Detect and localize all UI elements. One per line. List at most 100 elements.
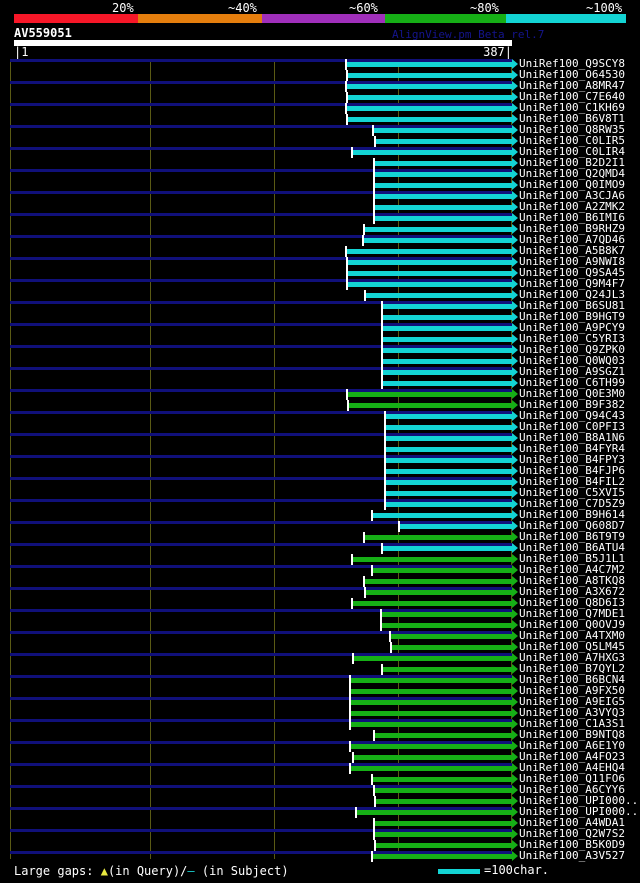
hit-accession-label[interactable]: UniRef100_B6BCN4	[519, 673, 625, 686]
alignment-row[interactable]: UniRef100_B6IMI6	[0, 211, 640, 224]
hit-bar[interactable]	[375, 161, 512, 166]
hit-accession-label[interactable]: UniRef100_B6V8T1	[519, 112, 625, 125]
hit-bar[interactable]	[348, 282, 512, 287]
hit-bar[interactable]	[383, 304, 512, 309]
alignment-row[interactable]: UniRef100_B4FIL2	[0, 476, 640, 488]
hit-accession-label[interactable]: UniRef100_Q0IMO9	[519, 178, 625, 191]
alignment-row[interactable]: UniRef100_Q9ZPK0	[0, 344, 640, 356]
hit-accession-label[interactable]: UniRef100_A4EHQ4	[519, 761, 625, 774]
hit-accession-label[interactable]: UniRef100_O64530	[519, 68, 625, 81]
hit-bar[interactable]	[383, 381, 512, 386]
alignment-row[interactable]: UniRef100_Q0OVJ9	[0, 618, 640, 631]
alignment-row[interactable]: UniRef100_Q94C43	[0, 410, 640, 422]
hit-accession-label[interactable]: UniRef100_B9H614	[519, 508, 625, 521]
hit-accession-label[interactable]: UniRef100_A7QD46	[519, 233, 625, 246]
hit-bar[interactable]	[351, 700, 512, 705]
hit-bar[interactable]	[353, 557, 512, 562]
hit-bar[interactable]	[351, 678, 512, 683]
hit-accession-label[interactable]: UniRef100_B4FPY3	[519, 453, 625, 466]
hit-accession-label[interactable]: UniRef100_A9SGZ1	[519, 365, 625, 378]
alignment-row[interactable]: UniRef100_A9EIG5	[0, 695, 640, 708]
alignment-row[interactable]: UniRef100_A6E1Y0	[0, 739, 640, 752]
hit-accession-label[interactable]: UniRef100_A9EIG5	[519, 695, 625, 708]
alignment-row[interactable]: UniRef100_C7E640	[0, 90, 640, 103]
hit-accession-label[interactable]: UniRef100_C7E640	[519, 90, 625, 103]
alignment-row[interactable]: UniRef100_C0PFI3	[0, 421, 640, 433]
alignment-row[interactable]: UniRef100_A3V527	[0, 849, 640, 862]
hit-bar[interactable]	[376, 843, 512, 848]
hit-accession-label[interactable]: UniRef100_Q608D7	[519, 519, 625, 532]
alignment-row[interactable]: UniRef100_B6ATU4	[0, 542, 640, 554]
hit-bar[interactable]	[347, 84, 512, 89]
alignment-row[interactable]: UniRef100_Q9SA45	[0, 267, 640, 279]
hit-accession-label[interactable]: UniRef100_A6E1Y0	[519, 739, 625, 752]
alignment-row[interactable]: UniRef100_C6TH99	[0, 377, 640, 389]
hit-accession-label[interactable]: UniRef100_Q0OVJ9	[519, 618, 625, 631]
alignment-row[interactable]: UniRef100_Q0IMO9	[0, 178, 640, 191]
hit-accession-label[interactable]: UniRef100_A9FX50	[519, 684, 625, 697]
hit-bar[interactable]	[373, 513, 512, 518]
hit-accession-label[interactable]: UniRef100_Q5LM45	[519, 640, 625, 653]
hit-accession-label[interactable]: UniRef100_B9F382	[519, 398, 625, 411]
hit-accession-label[interactable]: UniRef100_A3V527	[519, 849, 625, 862]
hit-bar[interactable]	[392, 645, 512, 650]
hit-accession-label[interactable]: UniRef100_B6IMI6	[519, 211, 625, 224]
alignment-row[interactable]: UniRef100_UPI000..	[0, 795, 640, 807]
hit-bar[interactable]	[386, 491, 512, 496]
hit-bar[interactable]	[386, 436, 512, 441]
hit-accession-label[interactable]: UniRef100_A4C7M2	[519, 563, 625, 576]
alignment-row[interactable]: UniRef100_B4FPY3	[0, 453, 640, 466]
alignment-row[interactable]: UniRef100_B6T9T9	[0, 531, 640, 543]
hit-accession-label[interactable]: UniRef100_Q24JL3	[519, 288, 625, 301]
hit-bar[interactable]	[386, 469, 512, 474]
hit-accession-label[interactable]: UniRef100_B9HGT9	[519, 310, 625, 323]
hit-bar[interactable]	[386, 502, 512, 507]
hit-bar[interactable]	[351, 744, 512, 749]
hit-accession-label[interactable]: UniRef100_C0LIR5	[519, 134, 625, 147]
hit-accession-label[interactable]: UniRef100_A3X672	[519, 585, 625, 598]
alignment-row[interactable]: UniRef100_B7QYL2	[0, 663, 640, 675]
hit-bar[interactable]	[375, 172, 512, 177]
alignment-row[interactable]: UniRef100_Q0WQ03	[0, 355, 640, 367]
hit-bar[interactable]	[348, 95, 512, 100]
hit-accession-label[interactable]: UniRef100_Q0E3M0	[519, 387, 625, 400]
hit-bar[interactable]	[373, 568, 512, 573]
hit-bar[interactable]	[386, 458, 512, 463]
hit-bar[interactable]	[354, 656, 512, 661]
hit-accession-label[interactable]: UniRef100_B5K0D9	[519, 838, 625, 851]
alignment-row[interactable]: UniRef100_B2D2I1	[0, 157, 640, 169]
hit-accession-label[interactable]: UniRef100_B4FYR4	[519, 442, 625, 455]
alignment-row[interactable]: UniRef100_A5B8K7	[0, 245, 640, 257]
hit-accession-label[interactable]: UniRef100_Q9M4F7	[519, 277, 625, 290]
hit-accession-label[interactable]: UniRef100_C5YRI3	[519, 332, 625, 345]
hit-accession-label[interactable]: UniRef100_A2ZMK2	[519, 200, 625, 213]
hit-bar[interactable]	[349, 403, 512, 408]
hit-accession-label[interactable]: UniRef100_Q9SCY8	[519, 57, 625, 70]
alignment-row[interactable]: UniRef100_A8MR47	[0, 80, 640, 92]
hit-bar[interactable]	[382, 612, 512, 617]
alignment-row[interactable]: UniRef100_A3X672	[0, 585, 640, 598]
alignment-row[interactable]: UniRef100_C5YRI3	[0, 332, 640, 345]
alignment-row[interactable]: UniRef100_C1KH69	[0, 102, 640, 114]
alignment-row[interactable]: UniRef100_C5XVI5	[0, 486, 640, 499]
hit-bar[interactable]	[364, 238, 512, 243]
hit-bar[interactable]	[351, 711, 512, 716]
alignment-row[interactable]: UniRef100_B9H614	[0, 508, 640, 521]
hit-bar[interactable]	[347, 249, 512, 254]
hit-accession-label[interactable]: UniRef100_A4FO23	[519, 750, 625, 763]
hit-bar[interactable]	[386, 447, 512, 452]
hit-bar[interactable]	[375, 821, 512, 826]
hit-accession-label[interactable]: UniRef100_A9NWI8	[519, 255, 625, 268]
hit-bar[interactable]	[386, 414, 512, 419]
alignment-row[interactable]: UniRef100_O64530	[0, 68, 640, 81]
hit-bar[interactable]	[383, 348, 512, 353]
alignment-row[interactable]: UniRef100_B9NTQ8	[0, 729, 640, 741]
hit-accession-label[interactable]: UniRef100_C5XVI5	[519, 486, 625, 499]
hit-bar[interactable]	[373, 854, 512, 859]
hit-bar[interactable]	[383, 370, 512, 375]
alignment-row[interactable]: UniRef100_C0LIR4	[0, 146, 640, 158]
alignment-row[interactable]: UniRef100_B9F382	[0, 398, 640, 411]
hit-accession-label[interactable]: UniRef100_B9RHZ9	[519, 222, 625, 235]
hit-bar[interactable]	[365, 227, 512, 232]
alignment-row[interactable]: UniRef100_A3CJA6	[0, 190, 640, 202]
